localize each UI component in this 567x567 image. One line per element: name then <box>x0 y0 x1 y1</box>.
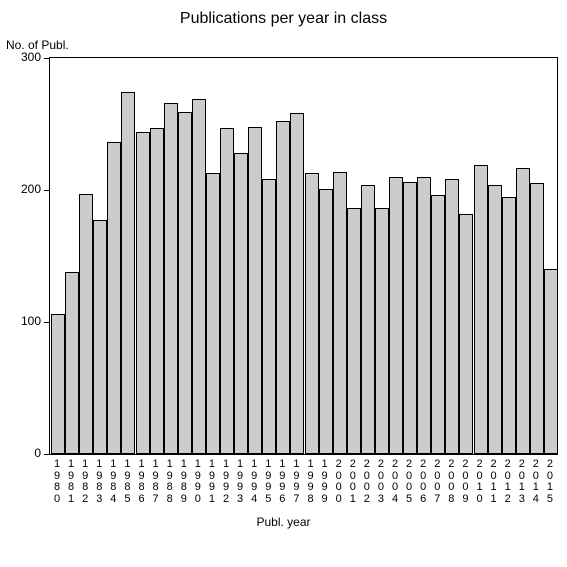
x-tick-label: 2007 <box>430 459 444 505</box>
bar <box>150 128 164 454</box>
bar <box>305 173 319 454</box>
y-tick-label: 300 <box>0 50 41 64</box>
bar <box>206 173 220 454</box>
bar <box>178 112 192 454</box>
bar <box>290 113 304 454</box>
x-tick-label: 2012 <box>501 459 515 505</box>
x-tick-label: 1988 <box>163 459 177 505</box>
y-tick-label: 0 <box>0 446 41 460</box>
x-tick-label: 2014 <box>529 459 543 505</box>
x-tick-label: 1996 <box>275 459 289 505</box>
bar <box>93 220 107 454</box>
x-tick-label: 1991 <box>205 459 219 505</box>
x-tick-label: 1983 <box>92 459 106 505</box>
bar <box>319 189 333 454</box>
x-tick-label: 2000 <box>332 459 346 505</box>
bar <box>164 103 178 454</box>
bar <box>417 177 431 454</box>
bar <box>107 142 121 454</box>
bar <box>361 185 375 454</box>
x-tick-label: 1998 <box>304 459 318 505</box>
y-tick-mark <box>44 322 49 323</box>
y-tick-mark <box>44 454 49 455</box>
x-tick-label: 2001 <box>346 459 360 505</box>
bar <box>375 208 389 454</box>
bar <box>445 179 459 454</box>
bar <box>431 195 445 454</box>
x-tick-label: 1994 <box>247 459 261 505</box>
x-tick-label: 1985 <box>120 459 134 505</box>
x-tick-label: 2005 <box>402 459 416 505</box>
bar <box>276 121 290 454</box>
bar <box>389 177 403 454</box>
bar <box>121 92 135 454</box>
bar <box>530 183 544 454</box>
bar <box>79 194 93 454</box>
y-tick-mark <box>44 190 49 191</box>
bar <box>459 214 473 454</box>
x-tick-label: 1984 <box>106 459 120 505</box>
x-tick-label: 1989 <box>177 459 191 505</box>
y-tick-mark <box>44 58 49 59</box>
y-tick-label: 200 <box>0 182 41 196</box>
x-tick-label: 1992 <box>219 459 233 505</box>
x-tick-label: 1980 <box>50 459 64 505</box>
bar <box>403 182 417 454</box>
x-tick-label: 2011 <box>487 459 501 505</box>
bar <box>516 168 530 454</box>
bar <box>136 132 150 454</box>
x-tick-label: 2010 <box>473 459 487 505</box>
x-tick-label: 2013 <box>515 459 529 505</box>
x-tick-label: 1986 <box>135 459 149 505</box>
x-tick-label: 1981 <box>64 459 78 505</box>
x-tick-label: 1999 <box>318 459 332 505</box>
bar <box>544 269 558 454</box>
bar <box>248 127 262 454</box>
x-tick-label: 2004 <box>388 459 402 505</box>
bar <box>192 99 206 454</box>
x-tick-label: 1987 <box>149 459 163 505</box>
bar <box>488 185 502 454</box>
bar <box>220 128 234 454</box>
x-tick-label: 1990 <box>191 459 205 505</box>
bar <box>333 172 347 454</box>
x-tick-label: 1995 <box>261 459 275 505</box>
x-tick-label: 2002 <box>360 459 374 505</box>
x-tick-label: 2006 <box>416 459 430 505</box>
y-tick-label: 100 <box>0 314 41 328</box>
chart-title: Publications per year in class <box>0 10 567 28</box>
bar <box>474 165 488 454</box>
bar <box>234 153 248 454</box>
x-tick-label: 1993 <box>233 459 247 505</box>
bar <box>262 179 276 454</box>
x-tick-label: 2009 <box>458 459 472 505</box>
x-tick-label: 2008 <box>444 459 458 505</box>
bar <box>502 197 516 454</box>
bar <box>65 272 79 454</box>
plot-area <box>49 57 558 455</box>
bar <box>347 208 361 454</box>
x-tick-label: 1982 <box>78 459 92 505</box>
x-axis-title: Publ. year <box>0 515 567 529</box>
bar <box>51 314 65 454</box>
x-tick-label: 1997 <box>289 459 303 505</box>
x-tick-label: 2003 <box>374 459 388 505</box>
x-tick-label: 2015 <box>543 459 557 505</box>
